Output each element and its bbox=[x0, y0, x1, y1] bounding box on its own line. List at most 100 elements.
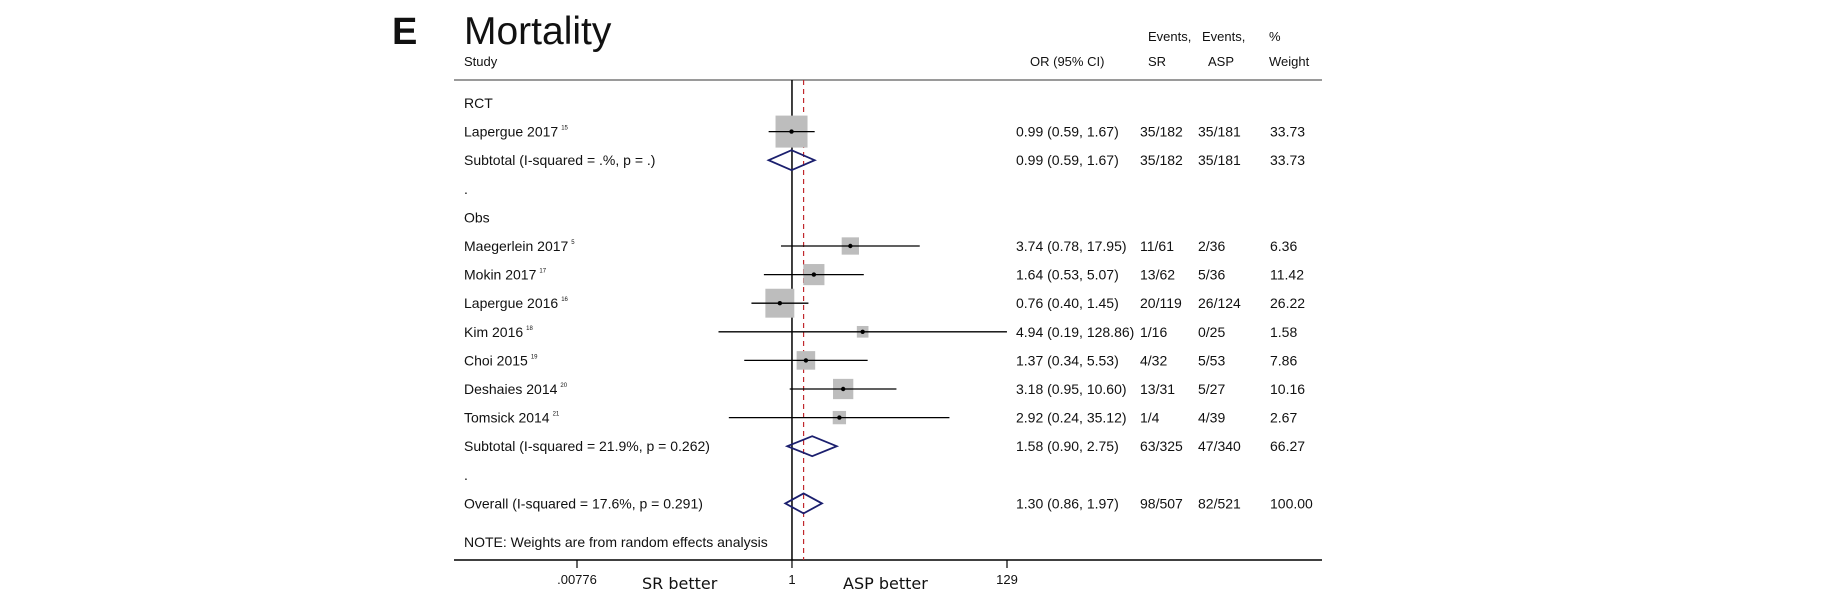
spacer-dot: . bbox=[464, 181, 468, 197]
events-sr-value: 1/16 bbox=[1140, 324, 1167, 340]
events-asp-value: 82/521 bbox=[1198, 495, 1241, 511]
or-ci-value: 3.18 (0.95, 10.60) bbox=[1016, 381, 1127, 397]
header-events-asp-line1: Events, bbox=[1202, 29, 1245, 44]
point-estimate bbox=[840, 386, 846, 392]
pooled-diamond bbox=[783, 492, 824, 515]
row-label: Deshaies 2014 bbox=[464, 381, 558, 397]
row-study: Lapergue 2016 16 0.76 (0.40, 1.45) 20/119 26… bbox=[464, 288, 1305, 318]
row-study: Kim 2016 18 4.94 (0.19, 128.86) 1/16 0/25 1.5… bbox=[464, 324, 1297, 340]
or-ci-value: 4.94 (0.19, 128.86) bbox=[1016, 324, 1134, 340]
header-weight-line2: Weight bbox=[1269, 54, 1310, 69]
events-sr-value: 98/507 bbox=[1140, 495, 1183, 511]
citation-ref: 18 bbox=[526, 326, 533, 332]
events-asp-value: 26/124 bbox=[1198, 295, 1241, 311]
events-asp-value: 2/36 bbox=[1198, 238, 1225, 254]
point-estimate bbox=[803, 358, 809, 363]
events-sr-value: 1/4 bbox=[1140, 410, 1160, 426]
citation-ref: 5 bbox=[571, 240, 575, 246]
row-study: Maegerlein 2017 5 3.74 (0.78, 17.95) 11/61 2… bbox=[464, 237, 1297, 255]
panel-label: E bbox=[392, 11, 417, 53]
citation-ref: 19 bbox=[531, 354, 538, 360]
or-ci-value: 0.76 (0.40, 1.45) bbox=[1016, 295, 1119, 311]
or-ci-value: 3.74 (0.78, 17.95) bbox=[1016, 238, 1127, 254]
or-ci-value: 0.99 (0.59, 1.67) bbox=[1016, 124, 1119, 140]
row-label: Lapergue 2016 bbox=[464, 295, 558, 311]
point-estimate bbox=[777, 301, 783, 306]
header-weight-line1: % bbox=[1269, 29, 1281, 44]
header-events-asp-line2: ASP bbox=[1208, 54, 1234, 69]
x-axis-left-label: SR better bbox=[642, 574, 718, 593]
row-study: Mokin 2017 17 1.64 (0.53, 5.07) 13/62 5/36 11… bbox=[464, 264, 1304, 286]
or-ci-value: 1.58 (0.90, 2.75) bbox=[1016, 438, 1119, 454]
x-axis-right-label: ASP better bbox=[843, 574, 928, 593]
chart-title: Mortality bbox=[464, 10, 612, 53]
row-label: Lapergue 2017 bbox=[464, 124, 558, 140]
weight-value: 11.42 bbox=[1270, 267, 1304, 283]
events-sr-value: 4/32 bbox=[1140, 352, 1167, 368]
row-label: Overall (I-squared = 17.6%, p = 0.291) bbox=[464, 495, 703, 511]
or-ci-value: 1.64 (0.53, 5.07) bbox=[1016, 267, 1119, 283]
row-label: Tomsick 2014 bbox=[464, 410, 550, 426]
row-label: Subtotal (I-squared = 21.9%, p = 0.262) bbox=[464, 438, 710, 454]
weight-value: 33.73 bbox=[1270, 152, 1305, 168]
row-label: Mokin 2017 bbox=[464, 267, 537, 283]
row-label: Maegerlein 2017 bbox=[464, 238, 569, 254]
citation-ref: 21 bbox=[553, 412, 560, 418]
row-overall: Overall (I-squared = 17.6%, p = 0.291) 1.… bbox=[464, 492, 1313, 515]
x-tick-label: 129 bbox=[996, 572, 1018, 587]
events-asp-value: 5/36 bbox=[1198, 267, 1225, 283]
row-label: Kim 2016 bbox=[464, 324, 523, 340]
row-study: Deshaies 2014 20 3.18 (0.95, 10.60) 13/31 5/… bbox=[464, 378, 1305, 400]
header-or-ci: OR (95% CI) bbox=[1030, 54, 1104, 69]
x-axis-ticks: .00776 1 129 bbox=[557, 560, 1018, 587]
row-subtotal: Subtotal (I-squared = 21.9%, p = 0.262) 1… bbox=[464, 435, 1305, 458]
point-estimate bbox=[811, 272, 817, 277]
point-estimate bbox=[860, 329, 865, 334]
events-asp-value: 0/25 bbox=[1198, 324, 1225, 340]
or-ci-value: 1.30 (0.86, 1.97) bbox=[1016, 495, 1119, 511]
citation-ref: 15 bbox=[561, 126, 568, 132]
spacer-dot: . bbox=[464, 467, 468, 483]
or-ci-value: 0.99 (0.59, 1.67) bbox=[1016, 152, 1119, 168]
group-label: Obs bbox=[464, 209, 490, 225]
citation-ref: 17 bbox=[539, 269, 546, 275]
row-study: Choi 2015 19 1.37 (0.34, 5.53) 4/32 5/53 7.86 bbox=[464, 351, 1297, 370]
events-asp-value: 35/181 bbox=[1198, 152, 1241, 168]
events-asp-value: 47/340 bbox=[1198, 438, 1241, 454]
pooled-diamond bbox=[766, 149, 817, 172]
events-sr-value: 35/182 bbox=[1140, 124, 1183, 140]
row-study: Tomsick 2014 21 2.92 (0.24, 35.12) 1/4 4/39 2… bbox=[464, 410, 1297, 426]
point-estimate bbox=[848, 243, 853, 249]
footnote: NOTE: Weights are from random effects an… bbox=[464, 534, 768, 550]
point-estimate bbox=[789, 129, 794, 134]
row-label: Choi 2015 bbox=[464, 352, 528, 368]
weight-value: 7.86 bbox=[1270, 352, 1297, 368]
events-sr-value: 13/62 bbox=[1140, 267, 1175, 283]
events-asp-value: 35/181 bbox=[1198, 124, 1241, 140]
x-tick-label: .00776 bbox=[557, 572, 597, 587]
weight-value: 6.36 bbox=[1270, 238, 1297, 254]
weight-value: 66.27 bbox=[1270, 438, 1305, 454]
or-ci-value: 2.92 (0.24, 35.12) bbox=[1016, 410, 1127, 426]
rows-layer: RCT Lapergue 2017 15 0.99 (0.59, 1.67) 35/18… bbox=[464, 95, 1313, 515]
events-sr-value: 35/182 bbox=[1140, 152, 1183, 168]
weight-value: 33.73 bbox=[1270, 124, 1305, 140]
weight-value: 26.22 bbox=[1270, 295, 1305, 311]
events-asp-value: 5/53 bbox=[1198, 352, 1225, 368]
row-label: Subtotal (I-squared = .%, p = .) bbox=[464, 152, 655, 168]
row-group: Obs bbox=[464, 209, 490, 225]
group-label: RCT bbox=[464, 95, 493, 111]
events-asp-value: 4/39 bbox=[1198, 410, 1225, 426]
events-sr-value: 13/31 bbox=[1140, 381, 1175, 397]
weight-value: 1.58 bbox=[1270, 324, 1297, 340]
row-spacer: . bbox=[464, 181, 468, 197]
citation-ref: 20 bbox=[560, 383, 567, 389]
row-subtotal: Subtotal (I-squared = .%, p = .) 0.99 (0.… bbox=[464, 149, 1305, 172]
or-ci-value: 1.37 (0.34, 5.53) bbox=[1016, 352, 1119, 368]
events-sr-value: 20/119 bbox=[1140, 295, 1182, 311]
weight-value: 10.16 bbox=[1270, 381, 1305, 397]
events-sr-value: 11/61 bbox=[1140, 238, 1174, 254]
citation-ref: 16 bbox=[561, 297, 568, 303]
pooled-diamond bbox=[784, 435, 840, 458]
